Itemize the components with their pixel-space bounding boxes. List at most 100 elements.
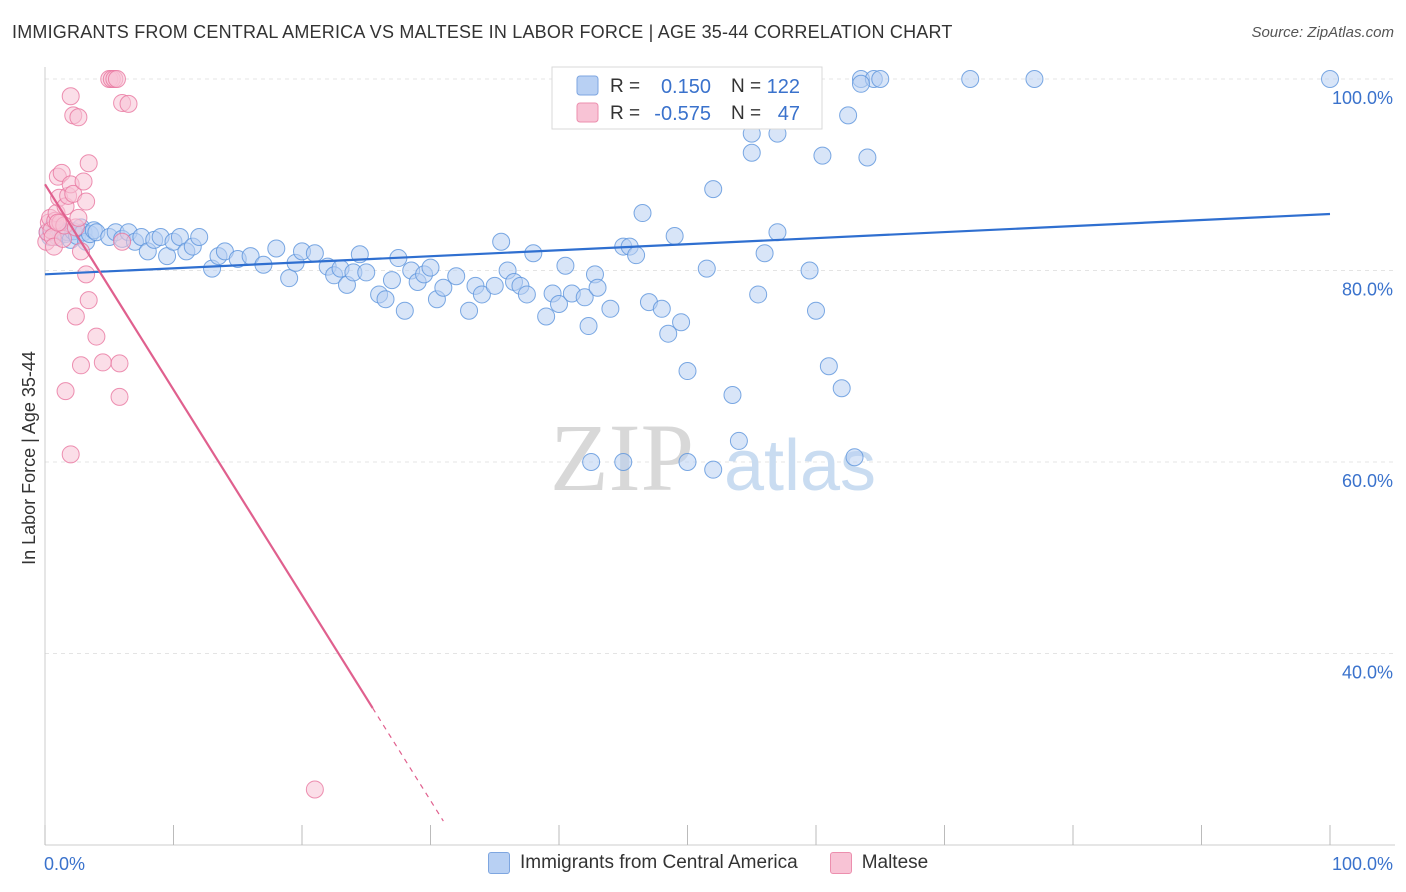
point-central-america xyxy=(697,259,716,278)
point-maltese xyxy=(93,353,112,372)
point-central-america xyxy=(839,106,858,125)
legend-swatch-blue xyxy=(576,75,599,96)
point-central-america xyxy=(961,70,980,88)
point-maltese xyxy=(69,108,88,127)
point-central-america xyxy=(434,278,453,297)
legend-n-label-1: N = xyxy=(731,76,761,97)
point-central-america xyxy=(807,301,825,320)
point-central-america xyxy=(460,301,479,320)
point-maltese xyxy=(113,232,132,251)
legend-item-maltese: Maltese xyxy=(829,852,929,874)
point-central-america xyxy=(357,263,376,282)
point-central-america xyxy=(871,70,890,88)
point-central-america xyxy=(1321,70,1339,88)
point-central-america xyxy=(723,385,742,404)
point-central-america xyxy=(492,232,511,251)
point-central-america xyxy=(550,295,568,314)
legend-swatch-maltese xyxy=(829,852,852,874)
point-central-america xyxy=(485,276,504,295)
point-central-america xyxy=(742,143,761,162)
point-central-america xyxy=(832,379,851,398)
point-central-america xyxy=(1025,70,1044,88)
legend-swatch-pink xyxy=(576,102,599,123)
point-central-america xyxy=(659,324,678,343)
grid xyxy=(45,78,1395,654)
point-central-america xyxy=(579,317,598,336)
point-maltese xyxy=(71,356,90,375)
point-maltese xyxy=(79,154,98,173)
point-central-america xyxy=(678,453,697,471)
point-maltese xyxy=(305,780,324,799)
point-maltese xyxy=(87,327,106,346)
trend-line-maltese-extension xyxy=(372,707,444,822)
legend-label-maltese: Maltese xyxy=(861,852,929,873)
x-tick-label: 100.0% xyxy=(1332,854,1393,874)
legend-label-central-america: Immigrants from Central America xyxy=(520,852,798,873)
legend-n-value-2: 47 xyxy=(778,103,800,125)
point-central-america xyxy=(376,290,395,309)
point-maltese xyxy=(56,382,75,401)
point-maltese xyxy=(107,70,126,88)
point-central-america xyxy=(395,301,414,320)
point-central-america xyxy=(447,267,466,286)
point-central-america xyxy=(556,256,575,275)
point-maltese xyxy=(77,265,96,284)
point-maltese xyxy=(110,354,129,373)
point-maltese xyxy=(61,87,80,106)
point-maltese xyxy=(48,213,67,232)
y-tick-label: 80.0% xyxy=(1342,280,1393,300)
point-maltese xyxy=(69,208,88,227)
point-central-america xyxy=(819,357,838,376)
legend-n-value-1: 122 xyxy=(767,76,800,98)
point-central-america xyxy=(665,227,684,246)
point-central-america xyxy=(851,74,870,93)
point-central-america xyxy=(768,223,787,242)
legend-r-label-2: R = xyxy=(610,103,640,124)
point-central-america xyxy=(582,453,601,471)
point-central-america xyxy=(800,261,819,280)
point-maltese xyxy=(61,445,80,464)
series-legend: Immigrants from Central America Maltese xyxy=(488,852,928,874)
point-central-america xyxy=(190,227,209,246)
data-points xyxy=(37,70,1339,799)
point-central-america xyxy=(755,244,774,263)
point-central-america xyxy=(421,258,440,277)
point-central-america xyxy=(472,285,491,304)
point-central-america xyxy=(588,278,607,297)
correlation-legend: R = 0.150 N = 122 R = -0.575 N = 47 xyxy=(551,66,823,130)
legend-n-label-2: N = xyxy=(731,103,761,124)
axes xyxy=(44,67,1395,846)
point-central-america xyxy=(627,246,646,265)
source-credit: Source: ZipAtlas.com xyxy=(1251,24,1394,41)
point-central-america xyxy=(524,244,543,263)
point-maltese xyxy=(77,192,96,211)
point-central-america xyxy=(633,204,652,223)
point-central-america xyxy=(601,299,620,318)
trend-lines xyxy=(44,183,1331,822)
point-maltese xyxy=(119,94,138,113)
point-central-america xyxy=(704,180,723,199)
point-maltese xyxy=(110,387,129,406)
y-tick-label: 60.0% xyxy=(1342,471,1393,491)
point-maltese xyxy=(66,307,85,326)
point-central-america xyxy=(813,146,832,165)
legend-item-central-america: Immigrants from Central America xyxy=(488,852,798,874)
y-tick-label: 40.0% xyxy=(1342,663,1393,683)
y-axis-label: In Labor Force | Age 35-44 xyxy=(19,351,39,565)
tick-labels: 100.0% 80.0% 60.0% 40.0% 0.0% 100.0% xyxy=(44,88,1393,874)
trend-line-central-america xyxy=(44,212,1331,276)
point-central-america xyxy=(537,307,556,326)
legend-r-value-1: 0.150 xyxy=(661,76,711,98)
point-central-america xyxy=(704,460,723,479)
point-central-america xyxy=(517,285,536,304)
point-central-america xyxy=(749,285,768,304)
point-central-america xyxy=(614,453,633,471)
watermark-atlas: atlas xyxy=(724,426,876,506)
point-central-america xyxy=(382,271,401,290)
point-central-america xyxy=(845,448,864,467)
point-central-america xyxy=(858,148,877,167)
point-central-america xyxy=(678,362,697,381)
point-central-america xyxy=(652,299,671,318)
point-maltese xyxy=(79,291,98,310)
